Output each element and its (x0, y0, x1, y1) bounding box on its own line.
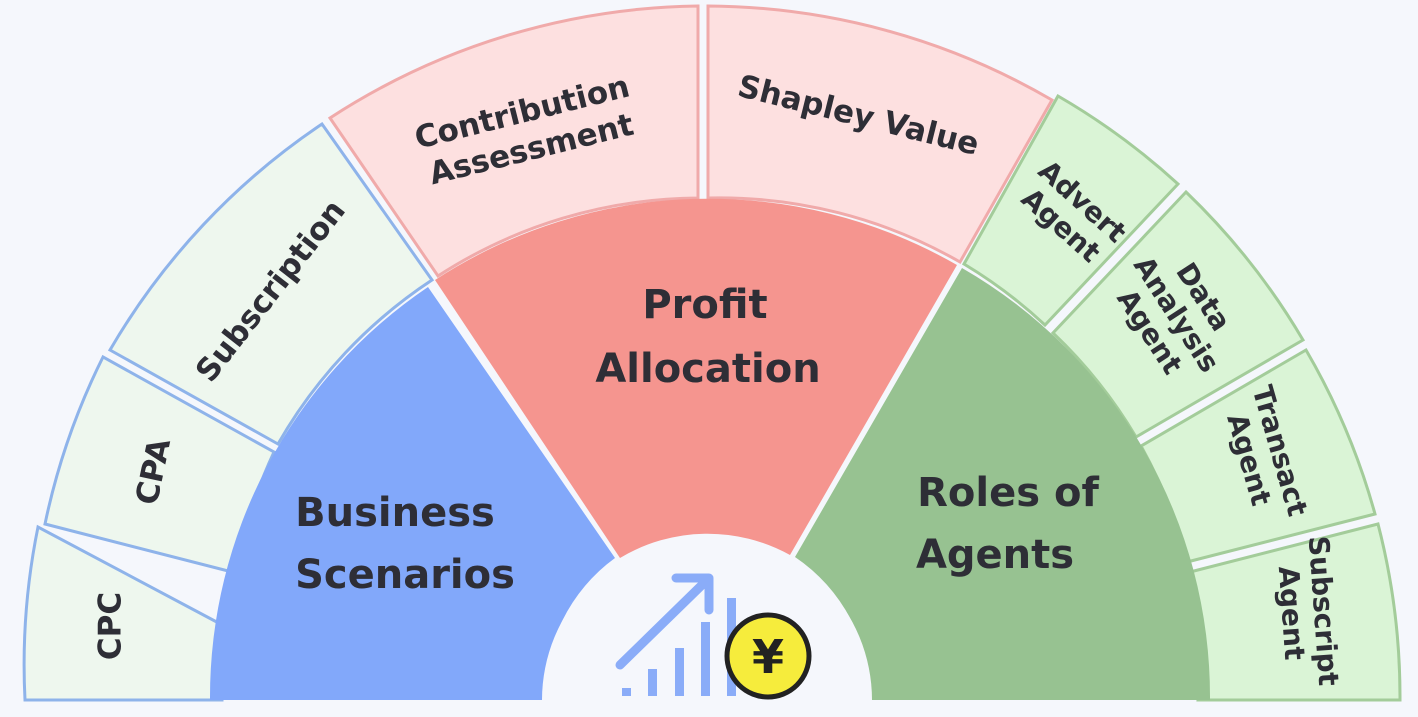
profit-allocation-wedge (435, 198, 957, 558)
outer-tile-advert-agent (961, 93, 1181, 328)
inner-wedges (209, 198, 1211, 700)
roles-of-agents-label-line1: Roles of (917, 470, 1099, 516)
outer-ring (22, 4, 1402, 702)
roles-of-agents-wedge (795, 268, 1211, 700)
business-scenarios-label-line2: Scenarios (295, 552, 515, 598)
business-scenarios-wedge (209, 287, 616, 700)
yuan-coin-icon: ¥ (724, 612, 812, 700)
outer-tile-contribution-assessment (327, 4, 700, 279)
cpc-label: CPC (93, 592, 129, 660)
center-hub: ¥ (542, 535, 872, 700)
outer-tile-shapley-value (706, 4, 1055, 265)
inner-labels: Business Scenarios Profit Allocation Rol… (295, 282, 1099, 598)
coin-symbol: ¥ (752, 630, 784, 684)
roles-of-agents-label-line2: Agents (916, 532, 1074, 578)
outer-tile-data-analysis-agent (1050, 189, 1306, 440)
subscript-agent-line2: Agent (1272, 565, 1311, 661)
business-scenarios-label-line1: Business (295, 490, 495, 536)
profit-allocation-label-line2: Allocation (595, 346, 820, 392)
outer-tile-subscription (107, 121, 435, 447)
profit-allocation-label-line1: Profit (642, 282, 767, 328)
